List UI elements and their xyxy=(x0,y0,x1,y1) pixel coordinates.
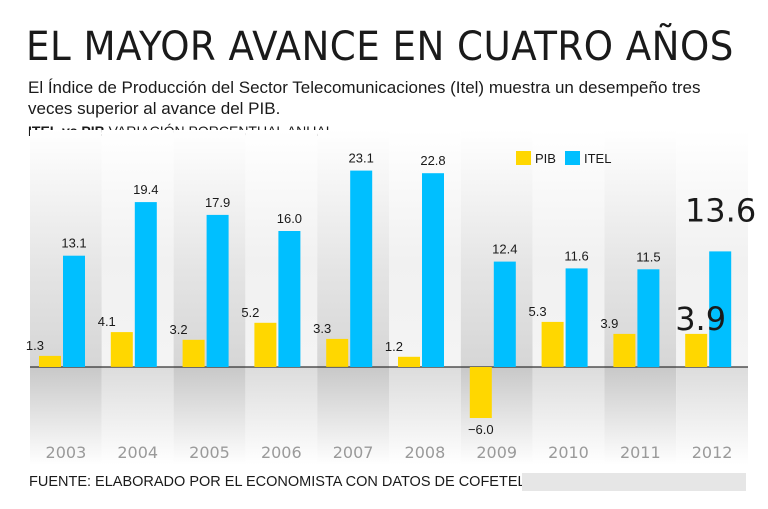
label-pib-2006: 5.2 xyxy=(241,305,259,320)
label-pib-2003: 1.3 xyxy=(26,338,44,353)
bar-itel-2012 xyxy=(709,251,732,367)
bar-pib-2003 xyxy=(39,355,61,367)
label-itel-2011: 11.5 xyxy=(636,249,660,264)
label-itel-2004: 19.4 xyxy=(133,182,158,197)
source-note: FUENTE: ELABORADO POR EL ECONOMISTA CON … xyxy=(29,474,526,490)
tick-2004: 2004 xyxy=(117,443,158,462)
page-subtitle: El Índice de Producción del Sector Telec… xyxy=(28,78,701,118)
band-lower-2010 xyxy=(532,367,605,465)
bar-pib-2011 xyxy=(613,333,636,367)
label-itel-2006: 16.0 xyxy=(277,211,302,226)
page-title: EL MAYOR AVANCE EN CUATRO AÑOS xyxy=(26,24,734,70)
band-lower-2003 xyxy=(30,367,102,465)
bar-itel-2009 xyxy=(493,261,516,367)
tick-2011: 2011 xyxy=(620,443,661,462)
band-lower-2008 xyxy=(389,367,461,465)
label-pib-2008: 1.2 xyxy=(385,339,403,354)
bar-itel-2011 xyxy=(637,269,660,368)
bar-itel-2008 xyxy=(422,173,444,367)
label-itel-2010: 11.6 xyxy=(564,248,588,263)
bar-pib-2010 xyxy=(541,321,564,367)
band-lower-2005 xyxy=(173,367,246,465)
tick-2010: 2010 xyxy=(548,443,589,462)
label-itel-2007: 23.1 xyxy=(349,151,374,166)
label-pib-2004: 4.1 xyxy=(98,314,116,329)
label-pib-2007: 3.3 xyxy=(313,321,331,336)
bar-itel-2006 xyxy=(278,231,301,367)
bar-itel-2010 xyxy=(565,268,588,367)
legend-label-pib: PIB xyxy=(535,151,556,166)
bar-pib-2009 xyxy=(469,367,492,418)
label-itel-2003: 13.1 xyxy=(61,236,86,251)
bar-pib-2006 xyxy=(254,322,277,367)
band-lower-2004 xyxy=(101,367,174,465)
x-tick-labels: 2003 2004 2005 2006 2007 2008 2009 2010 2011 2012 xyxy=(46,443,733,462)
band-lower-2007 xyxy=(317,367,389,465)
bar-pib-2007 xyxy=(326,338,349,367)
data-labels: 1.3 13.1 4.1 19.4 3.2 17.9 5.2 16.0 3.3 23.1 1.2 22… xyxy=(26,151,756,437)
bar-itel-2005 xyxy=(206,214,229,367)
bar-itel-2003 xyxy=(63,255,85,367)
legend-label-itel: ITEL xyxy=(584,151,611,166)
bars xyxy=(39,170,732,418)
label-itel-2005: 17.9 xyxy=(205,195,230,210)
bar-pib-2012 xyxy=(685,333,708,367)
label-pib-2009: −6.0 xyxy=(468,422,494,437)
label-pib-2011: 3.9 xyxy=(600,316,618,331)
label-itel-2012: 13.6 xyxy=(685,191,756,229)
band-lower-2012 xyxy=(676,367,748,465)
tick-2007: 2007 xyxy=(333,443,374,462)
bar-pib-2008 xyxy=(398,356,420,367)
source-bar xyxy=(522,473,746,491)
tick-2008: 2008 xyxy=(405,443,446,462)
band-lower-2006 xyxy=(245,367,318,465)
legend: PIB ITEL xyxy=(516,151,611,166)
bar-pib-2005 xyxy=(182,339,205,367)
legend-swatch-itel xyxy=(565,151,580,165)
label-itel-2008: 22.8 xyxy=(420,153,445,168)
label-pib-2012: 3.9 xyxy=(675,300,726,338)
tick-2005: 2005 xyxy=(189,443,230,462)
tick-2003: 2003 xyxy=(46,443,87,462)
tick-2012: 2012 xyxy=(692,443,733,462)
label-pib-2010: 5.3 xyxy=(529,304,547,319)
legend-swatch-pib xyxy=(516,151,531,165)
bar-itel-2007 xyxy=(350,170,373,367)
tick-2009: 2009 xyxy=(476,443,517,462)
label-itel-2009: 12.4 xyxy=(492,242,517,257)
bar-pib-2004 xyxy=(110,332,133,367)
tick-2006: 2006 xyxy=(261,443,302,462)
bar-itel-2004 xyxy=(134,202,157,367)
band-lower-2011 xyxy=(604,367,677,465)
label-pib-2005: 3.2 xyxy=(170,322,188,337)
